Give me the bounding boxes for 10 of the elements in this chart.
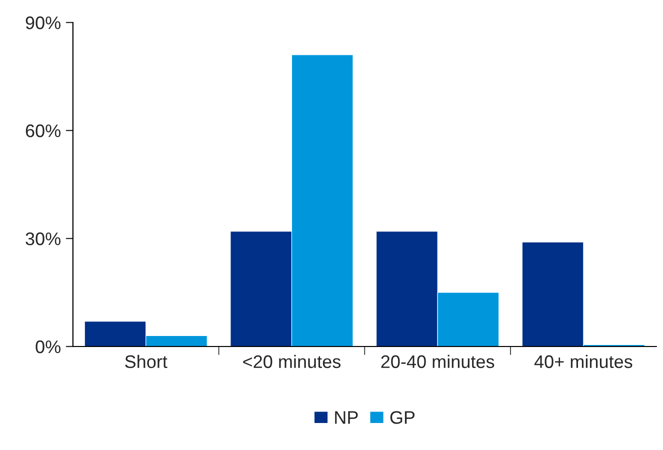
x-tick-label: <20 minutes xyxy=(243,354,341,368)
legend-label: NP xyxy=(335,411,358,424)
x-tick-label: Short xyxy=(125,354,168,368)
legend-label: GP xyxy=(390,411,415,424)
y-tick-label: 0% xyxy=(36,340,60,354)
y-tick-label: 30% xyxy=(26,232,60,246)
x-tick-label: 40+ minutes xyxy=(534,354,632,368)
x-tick-label: 20-40 minutes xyxy=(381,354,494,368)
y-tick-label: 90% xyxy=(26,16,60,30)
y-tick-label: 60% xyxy=(26,124,60,138)
